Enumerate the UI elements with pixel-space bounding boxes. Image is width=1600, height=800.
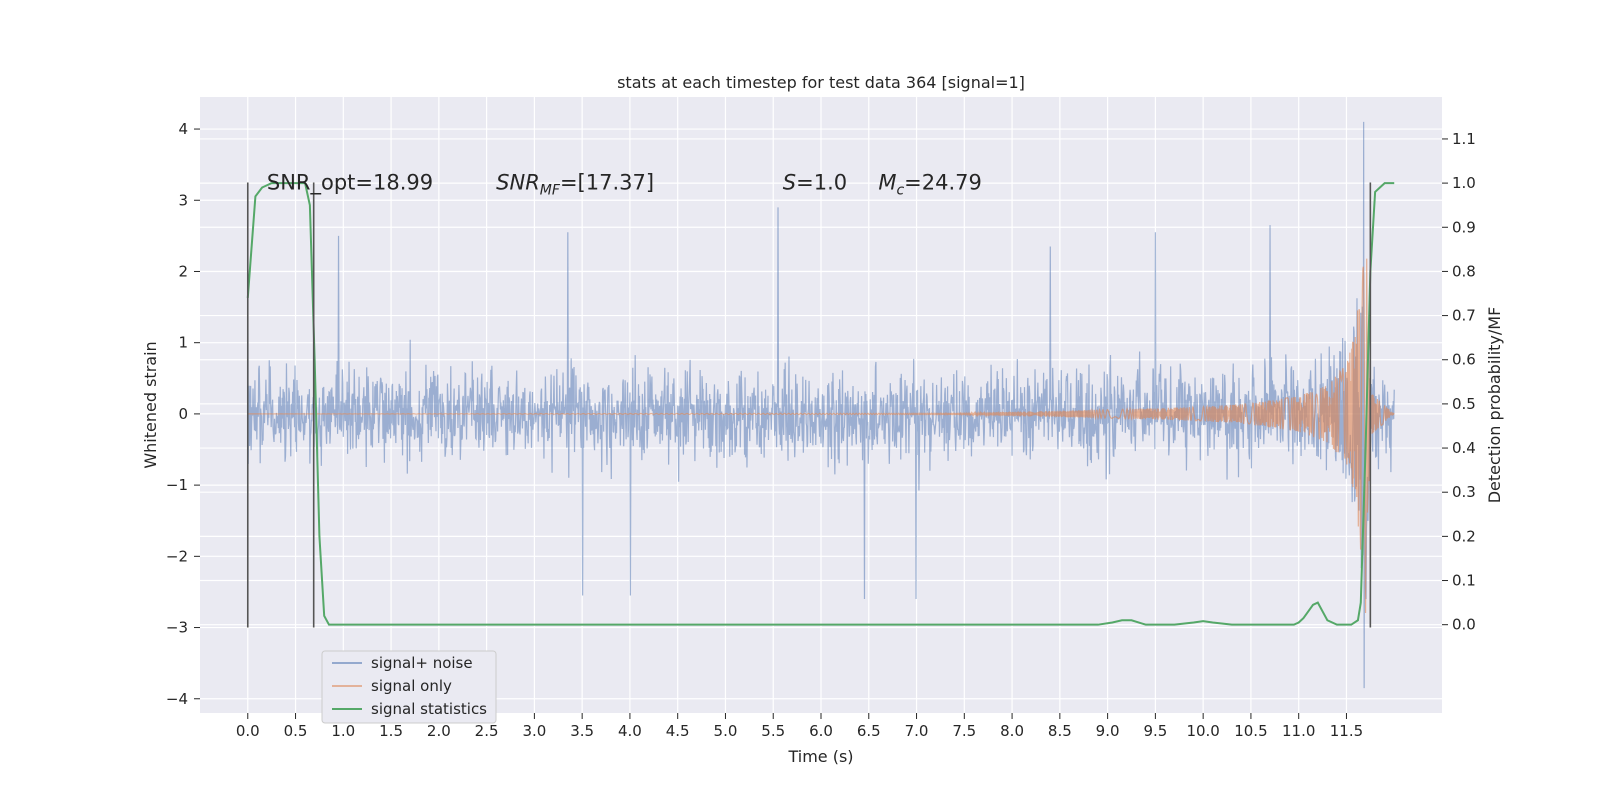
y-tick-label: 1 [178, 334, 188, 352]
series-signal-noise-line [247, 121, 1395, 689]
chart-title: stats at each timestep for test data 364… [617, 73, 1025, 92]
y-right-tick-label: 0.2 [1452, 527, 1476, 545]
x-tick-label: 8.5 [1048, 722, 1072, 740]
x-tick-label: 3.5 [570, 722, 594, 740]
x-tick-label: 9.0 [1096, 722, 1120, 740]
y-tick-label: 4 [178, 120, 188, 138]
y-right-tick-label: 0.1 [1452, 572, 1476, 590]
x-tick-label: 5.0 [714, 722, 738, 740]
y-axis-left: −4 −3 −2 −1 0 1 2 3 4 [166, 120, 200, 708]
x-tick-label: 0.0 [236, 722, 260, 740]
annotations: SNR_opt=18.99 SNRMF=[17.37] S=1.0 Mc=24.79 [267, 170, 982, 198]
y-right-tick-label: 0.7 [1452, 307, 1476, 325]
y-right-tick-label: 0.8 [1452, 262, 1476, 280]
y-right-tick-label: 0.4 [1452, 439, 1476, 457]
x-tick-label: 1.5 [379, 722, 403, 740]
annotation-snr-mf: SNRMF=[17.37] [496, 170, 654, 198]
x-tick-label: 7.5 [952, 722, 976, 740]
x-tick-label: 4.0 [618, 722, 642, 740]
y-tick-label: −3 [166, 619, 188, 637]
x-tick-label: 1.0 [331, 722, 355, 740]
y-tick-label: 2 [178, 262, 188, 280]
legend-label-signal-only: signal only [371, 677, 452, 695]
y-right-tick-label: 0.6 [1452, 351, 1476, 369]
y-right-tick-label: 1.1 [1452, 130, 1476, 148]
y-axis-right-label: Detection probability/MF [1485, 307, 1504, 504]
series-signal-only-line [247, 258, 1395, 614]
y-axis-label: Whitened strain [141, 341, 160, 468]
legend-box [321, 650, 497, 724]
x-tick-label: 6.0 [809, 722, 833, 740]
y-right-tick-label: 0.3 [1452, 483, 1476, 501]
annotation-snr-opt: SNR_opt=18.99 [267, 170, 433, 195]
y-axis-right: 0.0 0.1 0.2 0.3 0.4 0.5 0.6 0.7 0.8 0.9 1.0 1.1 [1442, 130, 1476, 634]
x-tick-label: 2.0 [427, 722, 451, 740]
x-tick-label: 8.0 [1000, 722, 1024, 740]
legend-label-signal-statistics: signal statistics [371, 700, 487, 718]
y-tick-label: −2 [166, 547, 188, 565]
y-tick-label: 0 [178, 405, 188, 423]
y-right-tick-label: 0.9 [1452, 218, 1476, 236]
x-tick-label: 4.5 [666, 722, 690, 740]
x-tick-label: 6.5 [857, 722, 881, 740]
y-tick-label: 3 [178, 191, 188, 209]
annotation-mc: Mc=24.79 [878, 170, 982, 198]
x-tick-label: 0.5 [284, 722, 308, 740]
y-right-tick-label: 1.0 [1452, 174, 1476, 192]
x-tick-label: 10.0 [1186, 722, 1219, 740]
x-tick-label: 2.5 [475, 722, 499, 740]
y-right-tick-label: 0.5 [1452, 395, 1476, 413]
x-tick-label: 11.0 [1282, 722, 1315, 740]
legend-label-signal-noise: signal+ noise [371, 654, 473, 672]
y-tick-label: −4 [166, 690, 188, 708]
grid [200, 97, 1442, 713]
x-axis: 0.0 0.5 1.0 1.5 2.0 2.5 3.0 3.5 4.0 4.5 5.0 5.5 6.0 6… [236, 713, 1363, 740]
x-tick-label: 10.5 [1234, 722, 1267, 740]
vertical-markers [246, 182, 1372, 628]
x-tick-label: 3.0 [522, 722, 546, 740]
x-tick-label: 5.5 [761, 722, 785, 740]
x-tick-label: 9.5 [1143, 722, 1167, 740]
legend: signal+ noise signal only signal statist… [321, 650, 497, 724]
x-tick-label: 11.5 [1330, 722, 1363, 740]
y-right-tick-label: 0.0 [1452, 616, 1476, 634]
x-axis-label: Time (s) [787, 747, 853, 766]
x-tick-label: 7.0 [905, 722, 929, 740]
y-tick-label: −1 [166, 476, 188, 494]
annotation-s: S=1.0 [783, 170, 847, 194]
